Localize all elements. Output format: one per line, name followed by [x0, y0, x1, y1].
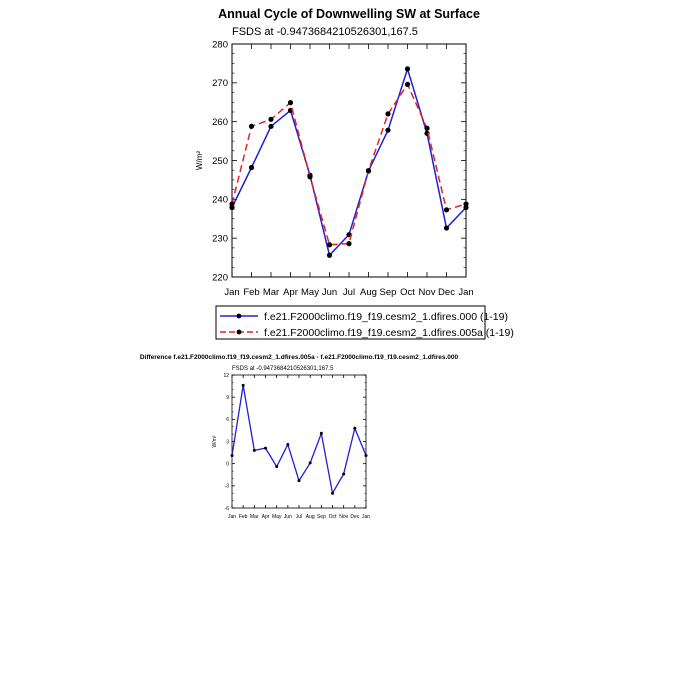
- data-point: [331, 491, 334, 495]
- data-point: [268, 123, 274, 129]
- data-point: [307, 174, 313, 180]
- y-tick-label: -6: [225, 506, 230, 512]
- data-point: [319, 431, 323, 435]
- data-point: [342, 472, 346, 476]
- difference-chart: Difference f.e21.F2000climo.f19_f19.cesm…: [140, 354, 459, 520]
- y-axis-label: W/m²: [212, 435, 218, 447]
- data-point: [385, 127, 391, 133]
- x-tick-label: Jan: [458, 287, 473, 298]
- data-point: [463, 201, 469, 207]
- x-tick-label: Jan: [362, 514, 370, 520]
- x-tick-label: Dec: [350, 514, 359, 520]
- y-tick-label: -3: [225, 484, 230, 490]
- x-tick-label: Sep: [317, 514, 326, 520]
- data-point: [364, 454, 368, 458]
- x-tick-label: Jan: [224, 287, 239, 298]
- y-tick-label: 280: [212, 39, 228, 50]
- y-axis-label: W/m²: [195, 151, 204, 170]
- x-tick-label: Apr: [283, 287, 298, 298]
- x-tick-label: Jan: [228, 514, 236, 520]
- x-tick-label: Aug: [306, 514, 315, 520]
- x-tick-label: Feb: [239, 514, 248, 520]
- x-tick-label: Jun: [284, 514, 292, 520]
- y-tick-label: 9: [226, 395, 229, 401]
- x-tick-label: Jul: [343, 287, 355, 298]
- chart-subtitle: FSDS at -0.9473684210526301,167.5: [232, 26, 418, 38]
- x-tick-label: Sep: [380, 287, 397, 298]
- y-tick-label: 230: [212, 233, 228, 244]
- y-tick-label: 250: [212, 156, 228, 167]
- x-tick-label: Mar: [250, 514, 259, 520]
- data-point: [286, 442, 290, 446]
- data-point: [248, 164, 255, 171]
- x-tick-label: Nov: [419, 287, 436, 298]
- x-tick-label: Jul: [296, 514, 302, 520]
- data-point: [308, 461, 312, 465]
- data-point: [404, 66, 411, 72]
- legend-marker: [236, 329, 242, 335]
- y-tick-label: 12: [223, 373, 229, 379]
- data-point: [326, 242, 333, 248]
- data-point: [326, 252, 333, 258]
- chart-title: Annual Cycle of Downwelling SW at Surfac…: [218, 7, 480, 21]
- y-tick-label: 0: [226, 461, 229, 467]
- x-tick-label: Mar: [263, 287, 279, 298]
- y-tick-label: 240: [212, 195, 228, 206]
- series-line: [231, 385, 367, 496]
- legend-label: f.e21.F2000climo.f19_f19.cesm2_1.dfires.…: [264, 327, 514, 339]
- x-tick-label: Nov: [339, 514, 348, 520]
- data-point: [424, 125, 430, 131]
- data-point: [443, 207, 450, 213]
- data-point: [353, 426, 357, 430]
- annual-cycle-chart: Annual Cycle of Downwelling SW at Surfac…: [195, 7, 514, 340]
- y-tick-label: 220: [212, 272, 228, 283]
- x-tick-label: May: [301, 287, 319, 298]
- data-point: [365, 167, 372, 174]
- chart-title: Difference f.e21.F2000climo.f19_f19.cesm…: [140, 354, 459, 361]
- data-point: [404, 81, 411, 87]
- series-line: [231, 82, 467, 246]
- x-tick-label: Oct: [400, 287, 415, 298]
- data-point: [346, 241, 352, 247]
- x-tick-label: Jun: [322, 287, 337, 298]
- data-point: [229, 201, 235, 207]
- data-point: [297, 479, 301, 483]
- plot-frame: [231, 374, 367, 509]
- x-tick-label: May: [272, 514, 282, 520]
- legend-marker: [236, 313, 242, 319]
- y-tick-label: 270: [212, 78, 228, 89]
- series-line: [231, 66, 467, 257]
- x-tick-label: Aug: [360, 287, 377, 298]
- x-tick-label: Apr: [262, 514, 270, 520]
- data-point: [252, 448, 256, 452]
- y-tick-label: 6: [226, 417, 229, 423]
- data-point: [275, 465, 279, 469]
- data-point: [385, 111, 391, 117]
- data-point: [268, 116, 274, 122]
- x-tick-label: Oct: [329, 514, 337, 520]
- data-point: [230, 454, 234, 458]
- legend-label: f.e21.F2000climo.f19_f19.cesm2_1.dfires.…: [264, 311, 508, 323]
- data-point: [241, 383, 245, 387]
- x-tick-label: Feb: [243, 287, 259, 298]
- chart-subtitle: FSDS at -0.9473684210526301,167.5: [232, 366, 334, 372]
- data-point: [287, 100, 294, 106]
- y-tick-label: 3: [226, 439, 229, 445]
- data-point: [248, 123, 255, 129]
- data-point: [443, 225, 450, 231]
- legend-box: [215, 305, 486, 340]
- data-point: [264, 446, 267, 450]
- y-tick-label: 260: [212, 117, 228, 128]
- x-tick-label: Dec: [438, 287, 455, 298]
